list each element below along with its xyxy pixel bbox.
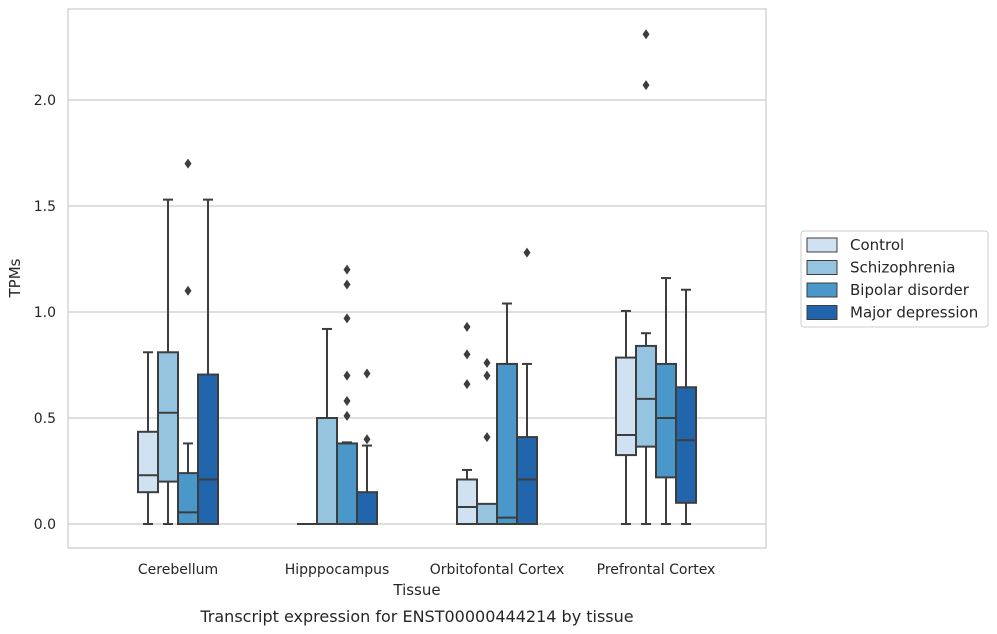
legend-swatch bbox=[806, 282, 838, 298]
box-body bbox=[635, 344, 657, 448]
box-schizophrenia bbox=[157, 198, 179, 525]
x-tick-label: Orbitofontal Cortex bbox=[430, 562, 565, 578]
legend-swatch bbox=[806, 305, 838, 320]
box-major-depression bbox=[356, 368, 378, 526]
box-schizophrenia bbox=[635, 29, 657, 525]
outlier-point bbox=[343, 279, 351, 290]
outlier-point bbox=[343, 370, 351, 381]
box-body bbox=[615, 356, 637, 457]
x-tick-labels: Cerebellum Hipppocampus Orbitofontal Corte… bbox=[138, 562, 715, 578]
box-body bbox=[356, 491, 378, 526]
legend-swatch bbox=[806, 260, 838, 275]
box-control bbox=[456, 321, 478, 526]
legend-label: Major depression bbox=[850, 304, 978, 322]
y-tick-label: 2.0 bbox=[34, 93, 56, 109]
box-bipolar-disorder bbox=[496, 302, 518, 525]
box-body bbox=[336, 442, 358, 525]
outlier-point bbox=[463, 379, 471, 390]
legend-label: Control bbox=[850, 236, 904, 254]
y-tick-label: 0.0 bbox=[34, 517, 56, 533]
y-tick-labels: 0.0 0.5 1.0 1.5 2.0 bbox=[34, 93, 56, 533]
box-major-depression bbox=[516, 247, 538, 525]
legend-frame bbox=[800, 230, 989, 328]
box-body bbox=[476, 502, 498, 525]
box-bipolar-disorder bbox=[655, 277, 677, 525]
outlier-point bbox=[483, 370, 491, 381]
outlier-point bbox=[463, 349, 471, 360]
outlier-point bbox=[184, 285, 192, 296]
outlier-point bbox=[343, 396, 351, 407]
box-body bbox=[177, 472, 199, 525]
legend: Control Schizophrenia Bipolar disorder Majo… bbox=[800, 230, 989, 328]
legend-swatch bbox=[806, 237, 838, 253]
outlier-point bbox=[523, 247, 531, 258]
box-major-depression bbox=[675, 288, 697, 525]
x-tick-label: Hipppocampus bbox=[285, 562, 390, 578]
box-body bbox=[496, 362, 518, 525]
legend-label: Bipolar disorder bbox=[850, 281, 970, 299]
box-body bbox=[137, 430, 159, 494]
outlier-point bbox=[363, 368, 371, 379]
outlier-point bbox=[642, 29, 650, 40]
box-body bbox=[675, 386, 697, 504]
y-tick-label: 1.0 bbox=[34, 305, 56, 321]
outlier-point bbox=[184, 158, 192, 169]
box-body bbox=[655, 362, 677, 479]
y-tick-label: 0.5 bbox=[34, 411, 56, 427]
boxes-layer bbox=[137, 29, 697, 526]
box-major-depression bbox=[197, 198, 219, 526]
outlier-point bbox=[463, 321, 471, 332]
box-body bbox=[456, 478, 478, 526]
outlier-point bbox=[483, 432, 491, 443]
box-body bbox=[157, 351, 179, 483]
outlier-point bbox=[483, 357, 491, 368]
box-control bbox=[137, 351, 159, 525]
outlier-point bbox=[363, 434, 371, 445]
x-tick-label: Cerebellum bbox=[138, 562, 218, 578]
chart-caption: Transcript expression for ENST0000044421… bbox=[199, 607, 633, 626]
x-tick-label: Prefrontal Cortex bbox=[597, 562, 716, 578]
box-body bbox=[197, 373, 219, 526]
plot-frame bbox=[67, 8, 767, 549]
legend-label: Schizophrenia bbox=[850, 259, 955, 277]
y-axis-label: TPMs bbox=[6, 258, 24, 298]
outlier-point bbox=[343, 410, 351, 421]
outlier-point bbox=[343, 313, 351, 324]
outlier-point bbox=[642, 80, 650, 91]
x-axis-label: Tissue bbox=[392, 581, 440, 599]
box-bipolar-disorder bbox=[336, 264, 358, 525]
box-body bbox=[316, 417, 338, 525]
box-control bbox=[615, 309, 637, 525]
outlier-point bbox=[343, 264, 351, 275]
box-body bbox=[516, 436, 538, 525]
y-tick-label: 1.5 bbox=[34, 199, 56, 215]
